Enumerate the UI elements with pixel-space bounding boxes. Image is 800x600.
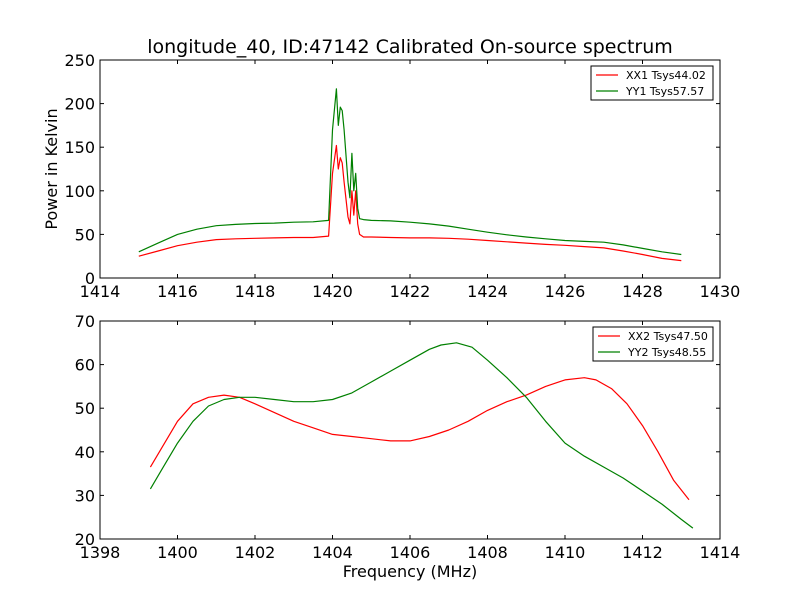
top-legend: XX1 Tsys44.02 YY1 Tsys57.57 bbox=[590, 65, 714, 101]
x-tick-label: 1398 bbox=[80, 543, 121, 562]
y-tick-label: 70 bbox=[75, 312, 95, 331]
x-tick-label: 1428 bbox=[622, 282, 663, 301]
legend-entry-label: YY2 Tsys48.55 bbox=[627, 346, 706, 359]
x-tick-label: 1422 bbox=[390, 282, 431, 301]
legend-box bbox=[592, 326, 714, 362]
bottom-series-layer bbox=[149, 342, 694, 529]
bottom-axes-frame bbox=[99, 320, 721, 540]
x-tick-label: 1420 bbox=[312, 282, 353, 301]
series-line-1 bbox=[138, 144, 682, 262]
y-tick-label: 60 bbox=[75, 356, 95, 375]
x-tick-label: 1402 bbox=[235, 543, 276, 562]
top-axes-frame bbox=[99, 59, 721, 279]
bottom-x-axis-label: Frequency (MHz) bbox=[343, 562, 477, 581]
series-line-2 bbox=[149, 342, 694, 529]
y-tick-label: 50 bbox=[75, 399, 95, 418]
series-line-2 bbox=[138, 88, 682, 256]
chart-title: longitude_40, ID:47142 Calibrated On-sou… bbox=[147, 36, 673, 58]
legend-box bbox=[590, 65, 714, 101]
y-tick-label: 40 bbox=[75, 443, 95, 462]
x-tick-label: 1408 bbox=[467, 543, 508, 562]
x-tick-label: 1406 bbox=[390, 543, 431, 562]
y-tick-label: 150 bbox=[64, 138, 95, 157]
top-panel: 1414 1416 1418 1420 1422 1424 1426 1428 1430 0 50 1… bbox=[42, 51, 740, 301]
x-tick-label: 1414 bbox=[80, 282, 121, 301]
top-y-axis-label: Power in Kelvin bbox=[42, 108, 61, 229]
x-tick-label: 1400 bbox=[157, 543, 198, 562]
x-tick-label: 1416 bbox=[157, 282, 198, 301]
x-tick-label: 1410 bbox=[545, 543, 586, 562]
legend-entry-label: XX1 Tsys44.02 bbox=[626, 69, 706, 82]
y-tick-label: 50 bbox=[75, 225, 95, 244]
bottom-tick-layer: 1398 1400 1402 1404 1406 1408 1410 1412 1414 20 30… bbox=[75, 312, 741, 562]
x-tick-label: 1412 bbox=[622, 543, 663, 562]
bottom-panel: 1398 1400 1402 1404 1406 1408 1410 1412 1414 20 30… bbox=[75, 312, 741, 581]
series-line-1 bbox=[149, 377, 690, 501]
y-tick-label: 200 bbox=[64, 95, 95, 114]
x-tick-label: 1424 bbox=[467, 282, 508, 301]
y-tick-label: 30 bbox=[75, 486, 95, 505]
x-tick-label: 1414 bbox=[700, 543, 741, 562]
x-tick-label: 1430 bbox=[700, 282, 741, 301]
y-tick-label: 250 bbox=[64, 51, 95, 70]
x-tick-label: 1404 bbox=[312, 543, 353, 562]
y-tick-label: 0 bbox=[85, 269, 95, 288]
y-tick-label: 100 bbox=[64, 182, 95, 201]
legend-entry-label: YY1 Tsys57.57 bbox=[625, 85, 704, 98]
bottom-legend: XX2 Tsys47.50 YY2 Tsys48.55 bbox=[592, 326, 714, 362]
x-tick-label: 1418 bbox=[235, 282, 276, 301]
x-tick-label: 1426 bbox=[545, 282, 586, 301]
y-tick-label: 20 bbox=[75, 530, 95, 549]
top-tick-layer: 1414 1416 1418 1420 1422 1424 1426 1428 1430 0 50 1… bbox=[64, 51, 740, 301]
top-series-layer bbox=[138, 88, 682, 262]
legend-entry-label: XX2 Tsys47.50 bbox=[628, 330, 708, 343]
